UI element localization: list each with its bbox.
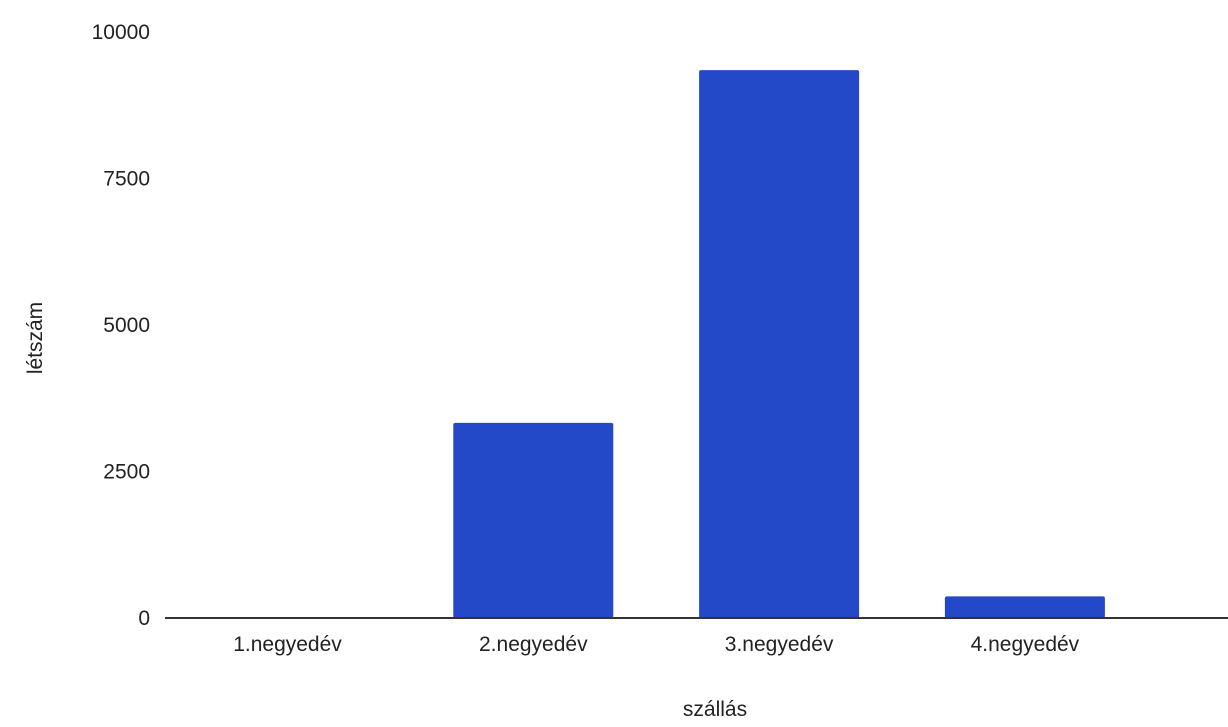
bars-layer: [453, 70, 1105, 619]
y-tick-label: 7500: [103, 168, 150, 191]
y-tick-label: 0: [138, 607, 150, 630]
x-axis-title: szállás: [683, 698, 747, 721]
y-ticks-layer: 0 2500 5000 7500 10000: [92, 21, 150, 630]
y-tick-label: 2500: [103, 461, 150, 484]
x-tick-label: 3.negyedév: [725, 633, 834, 656]
bar-3: [699, 70, 860, 619]
y-tick-label: 10000: [92, 21, 150, 44]
bar-2: [453, 422, 614, 618]
x-tick-label: 1.negyedév: [233, 633, 342, 656]
y-tick-label: 5000: [103, 314, 150, 337]
x-ticks-layer: 1.negyedév 2.negyedév 3.negyedév 4.negyedév: [233, 633, 1079, 656]
x-tick-label: 2.negyedév: [479, 633, 588, 656]
x-tick-label: 4.negyedév: [971, 633, 1080, 656]
y-axis-title: létszám: [24, 302, 47, 374]
bar-4: [944, 596, 1105, 618]
